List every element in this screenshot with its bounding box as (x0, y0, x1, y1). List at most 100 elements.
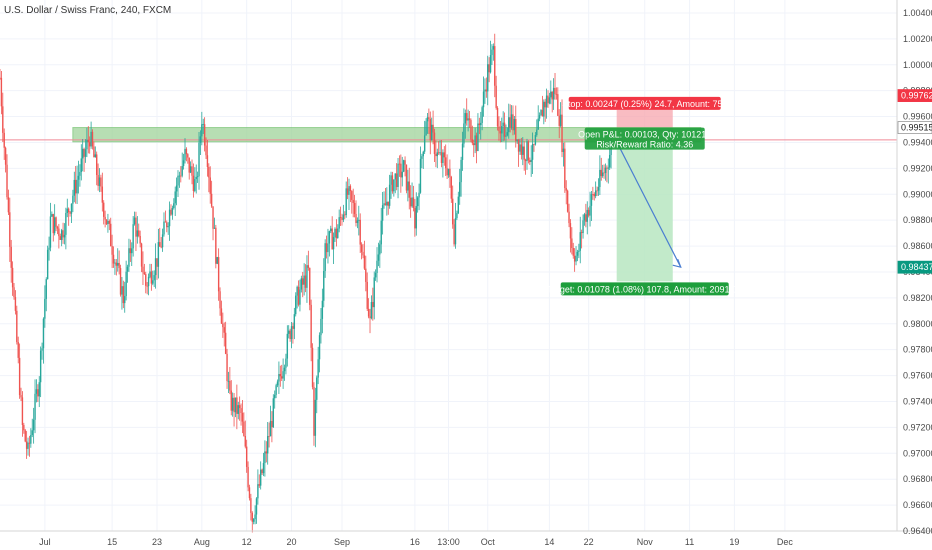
x-tick-label: Aug (194, 537, 210, 547)
candle-body (31, 430, 33, 436)
open-pnl-label: Open P&L: 0.00103, Qty: 101214 (578, 130, 711, 140)
candle-body (519, 144, 521, 152)
candle-body (191, 166, 193, 176)
candle-body (215, 227, 217, 264)
candle-body (139, 235, 141, 244)
candle-body (89, 142, 91, 147)
candle-body (2, 106, 4, 133)
x-tick-label: 16 (410, 537, 420, 547)
candle-body (551, 91, 553, 100)
candle-body (387, 201, 389, 206)
candle-body (115, 262, 118, 266)
candle-body (66, 208, 68, 213)
candle-body (391, 175, 394, 192)
time-axis[interactable]: Jul 15 23 Aug 12 20 Sep 16 13:00 Oct 14 22 Nov 11 19 De… (39, 537, 793, 547)
candle-body (302, 278, 304, 285)
candle-body (496, 107, 499, 127)
candle-body (425, 121, 427, 136)
candle-body (62, 230, 64, 238)
candle-body (393, 179, 395, 192)
candle-body (252, 519, 255, 522)
candle-body (220, 308, 223, 324)
candle-body (464, 113, 467, 124)
candle-body (160, 246, 162, 248)
candle-body (70, 203, 73, 214)
candle-body (35, 389, 38, 394)
candle-body (20, 395, 22, 398)
candle-body (522, 146, 524, 155)
candle-body (224, 332, 227, 354)
projection-arrow[interactable] (616, 141, 682, 268)
candle-body (381, 205, 384, 221)
candle-body (83, 148, 85, 157)
candle-body (533, 144, 535, 145)
candle-body (209, 177, 211, 194)
candle-body (590, 194, 593, 206)
candle-body (380, 220, 382, 245)
candle-body (133, 217, 136, 225)
candle-body (241, 413, 244, 422)
candle-body (299, 289, 301, 305)
candle-body (593, 194, 595, 197)
candle-body (96, 154, 98, 176)
candle-body (432, 124, 434, 133)
candle-body (502, 122, 504, 127)
candle-body (41, 348, 43, 351)
target-label: Target: 0.01078 (1.08%) 107.8, Amount: 2… (547, 284, 742, 294)
candle-body (180, 175, 182, 177)
candle-body (194, 179, 196, 191)
candle-body (295, 295, 297, 315)
x-tick-label: Jul (39, 537, 51, 547)
candle-body (306, 265, 308, 288)
candle-body (128, 248, 130, 267)
candle-body (603, 172, 605, 174)
candle-body (363, 255, 366, 269)
candle-body (321, 300, 324, 319)
candle-body (87, 139, 89, 143)
candle-body (203, 124, 206, 146)
candle-body (599, 169, 601, 188)
candle-body (470, 120, 472, 140)
candle-body (104, 216, 106, 220)
x-tick-label: 13:00 (437, 537, 460, 547)
candle-body (182, 160, 185, 167)
candle-body (475, 135, 478, 152)
candle-body (150, 271, 153, 284)
candle-body (566, 190, 569, 212)
candles (0, 33, 612, 533)
candle-body (177, 175, 179, 186)
candle-body (274, 394, 276, 399)
candle-body (569, 223, 572, 239)
candle-body (222, 323, 224, 328)
candle-body (79, 171, 81, 176)
candle-body (541, 110, 544, 117)
candle-body (304, 275, 307, 288)
candle-body (505, 135, 507, 137)
candle-body (105, 219, 108, 225)
candle-body (117, 262, 119, 266)
candle-body (342, 214, 345, 220)
candle-body (90, 131, 92, 147)
candle-body (543, 101, 545, 117)
candle-body (529, 160, 531, 162)
candle-body (300, 278, 303, 290)
candle-body (592, 194, 594, 195)
candle-body (136, 230, 139, 237)
candle-body (558, 115, 560, 126)
candle-body (9, 212, 11, 247)
candle-body (80, 158, 82, 172)
candle-body (290, 326, 293, 340)
candle-body (327, 243, 329, 253)
candle-body (423, 135, 426, 152)
candle-body (390, 175, 392, 185)
candle-body (421, 156, 423, 159)
candle-body (52, 214, 54, 234)
x-tick-label: 22 (584, 537, 594, 547)
candle-body (74, 179, 77, 194)
